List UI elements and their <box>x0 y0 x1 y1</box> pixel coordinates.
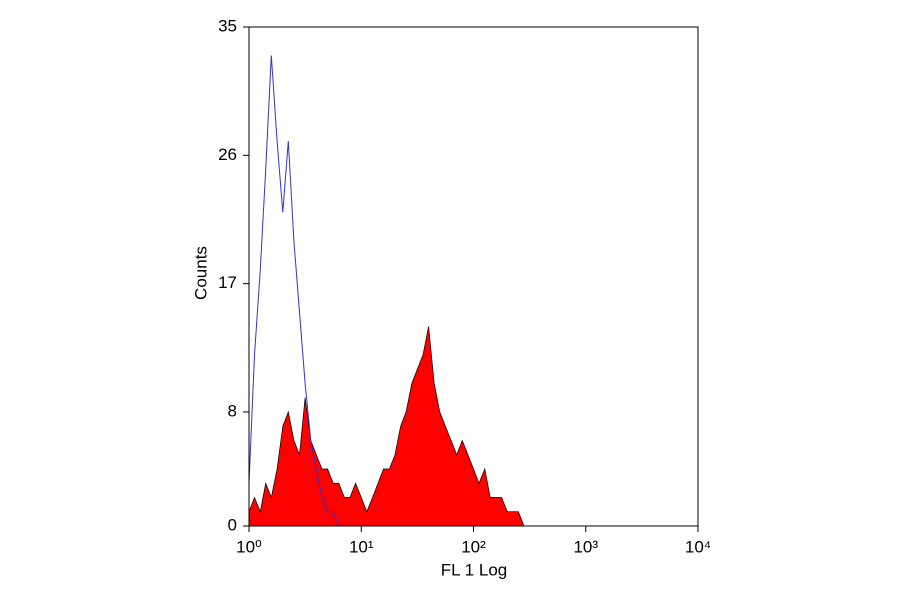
y-tick-label: 35 <box>218 16 237 35</box>
y-tick-label: 26 <box>218 145 237 164</box>
y-axis-label: Counts <box>191 246 210 300</box>
y-tick-label: 0 <box>228 515 237 534</box>
histogram-area <box>248 326 525 527</box>
x-tick-label: 10² <box>461 537 486 556</box>
plot-frame <box>248 26 699 527</box>
x-tick-label: 10⁴ <box>685 537 711 556</box>
y-tick-label: 8 <box>228 401 237 420</box>
x-tick-label: 10¹ <box>349 537 374 556</box>
x-axis-label: FL 1 Log <box>441 560 507 579</box>
y-tick-label: 17 <box>218 273 237 292</box>
x-tick-label: 10⁰ <box>236 537 262 556</box>
x-tick-label: 10³ <box>573 537 598 556</box>
